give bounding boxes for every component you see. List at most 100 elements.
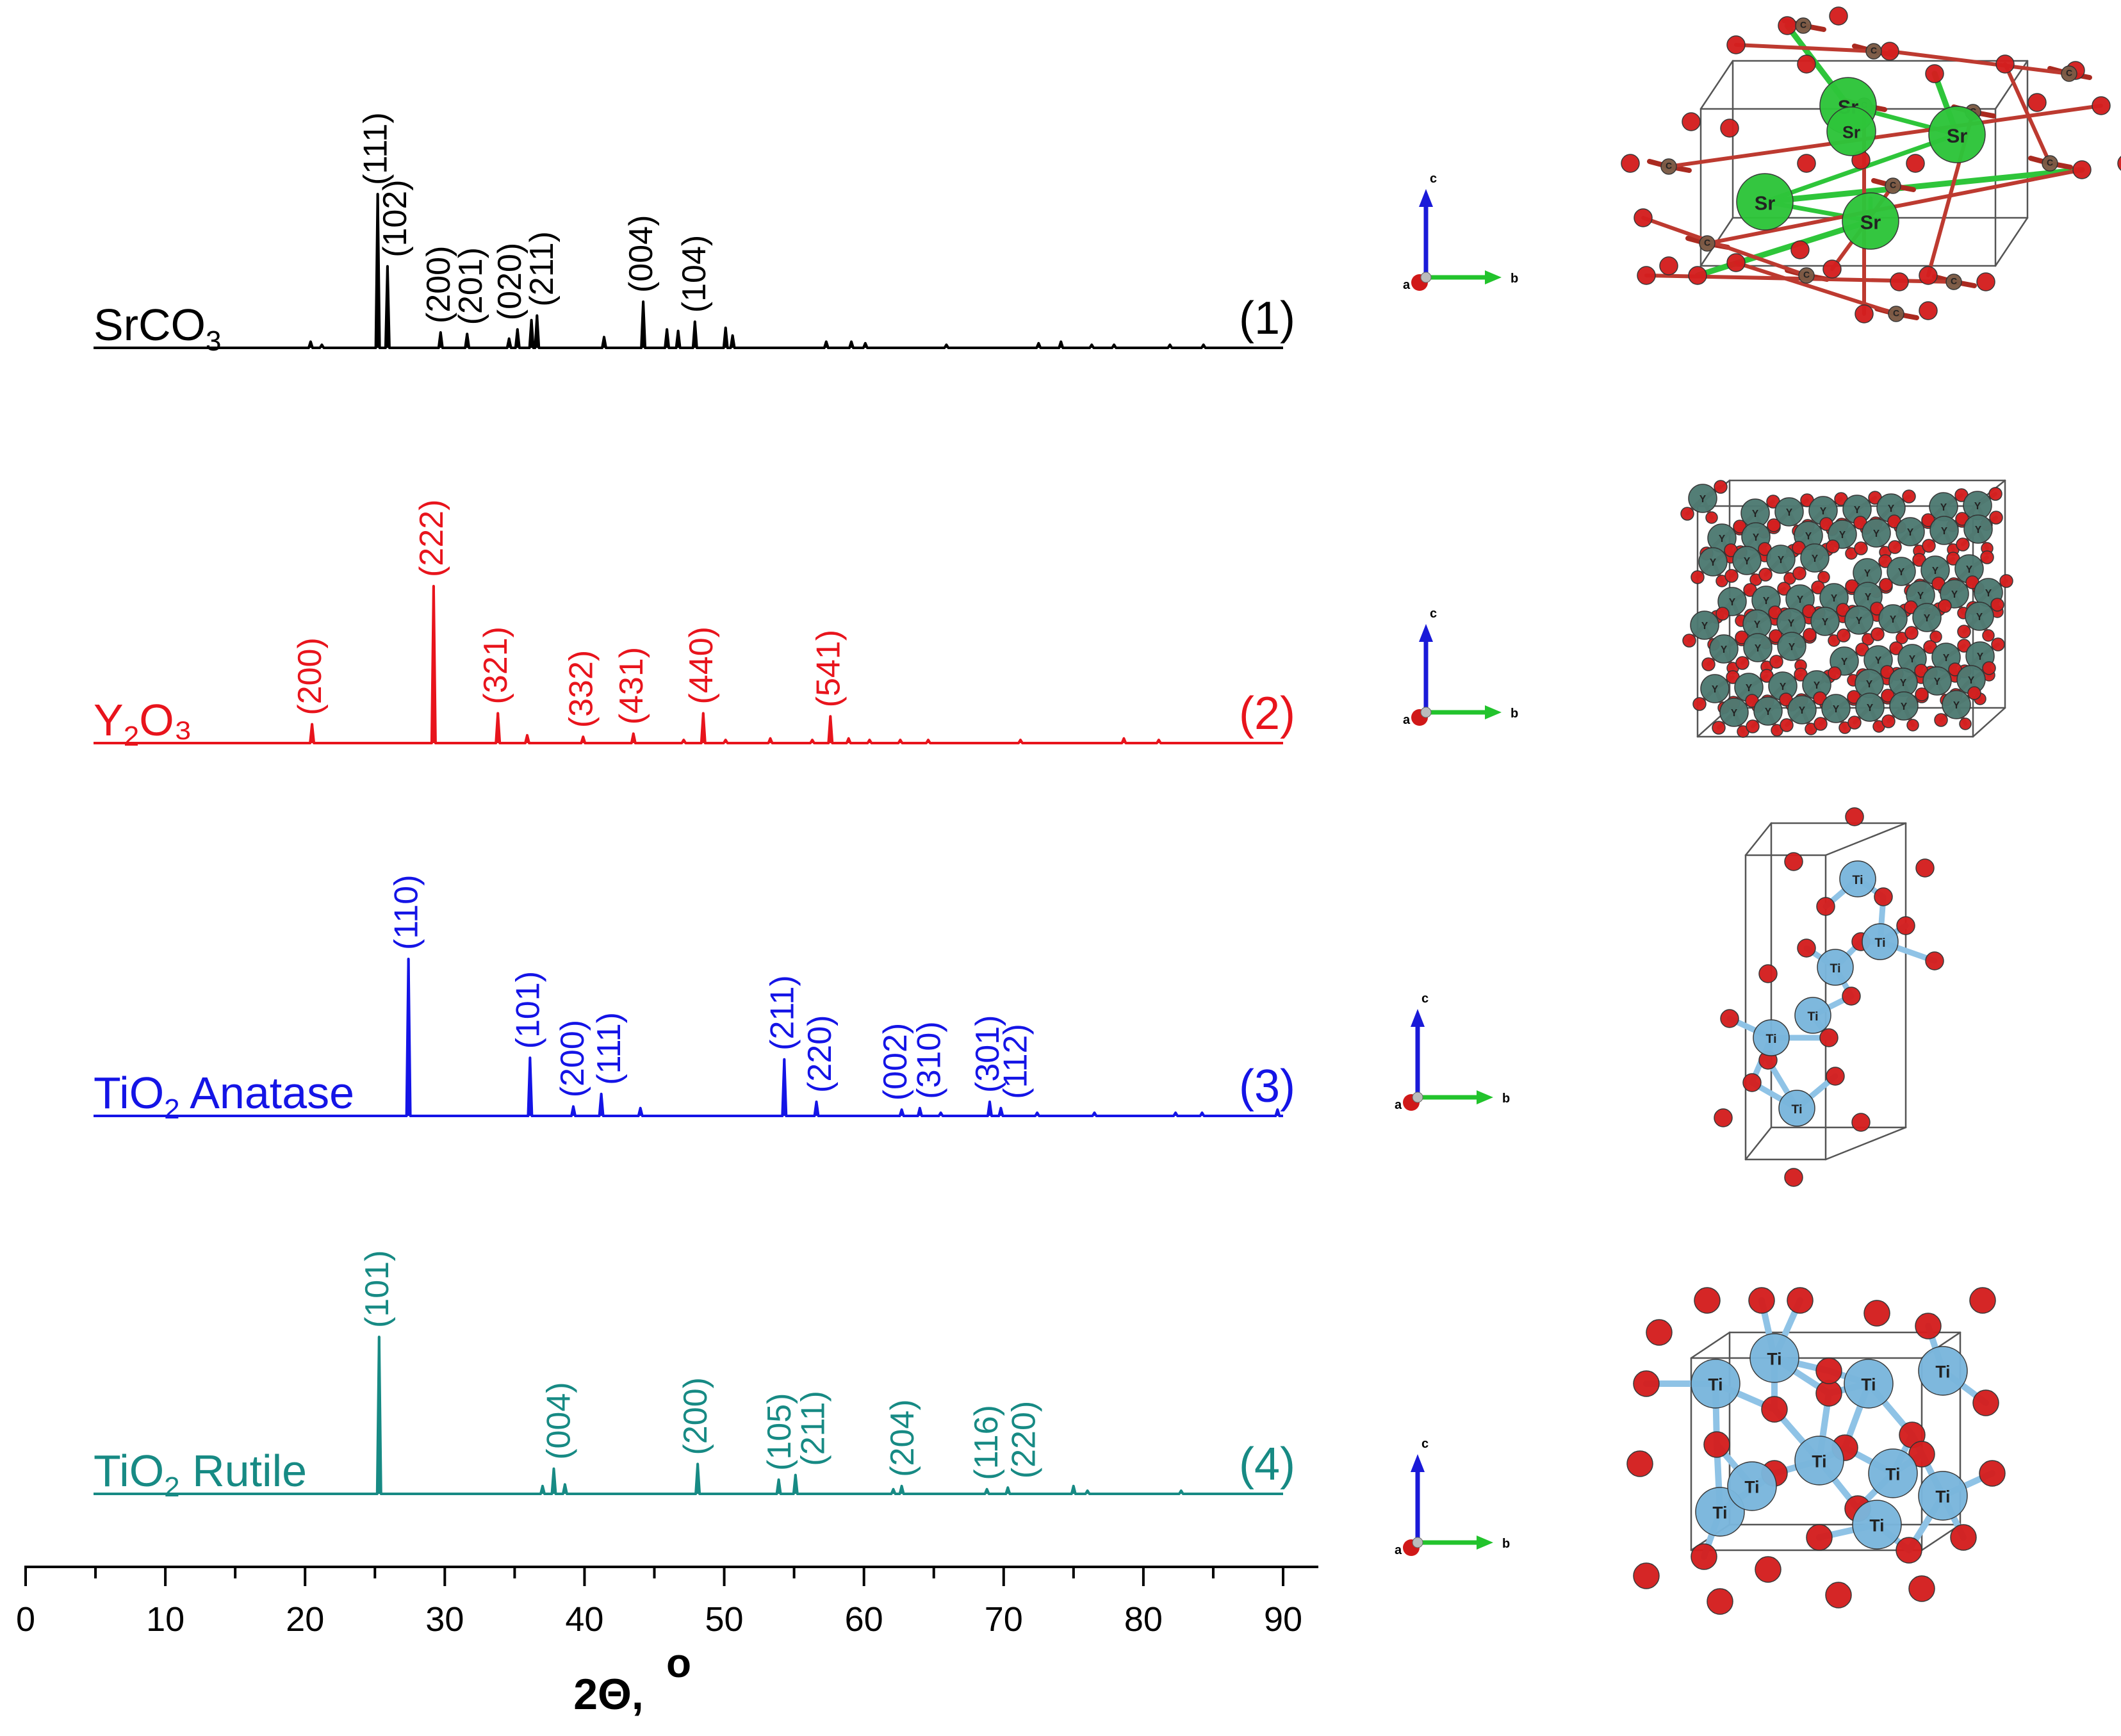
phase-name-1: SrCO3: [94, 300, 221, 357]
y2o3-y-atom-59: [1821, 694, 1851, 723]
axis-triad-b-arrow-4: [1477, 1535, 1493, 1550]
srco3-bond-sr-3: [1694, 218, 1874, 279]
y2o3-y-atom-62-label: Y: [1953, 700, 1960, 711]
srco3-carbon-2-label: C: [2066, 67, 2072, 78]
anatase-oxygen-12: [1742, 1073, 1762, 1092]
y2o3-y-atom-28-label: Y: [1865, 592, 1872, 603]
rutile-ti-atom-6: [1918, 1346, 1968, 1396]
anatase-oxygen-6: [1797, 938, 1816, 958]
srco3-carbon-7-label: C: [1951, 275, 1957, 286]
peak-label-3-5: (211): [764, 975, 801, 1051]
srco3-carbon-1-label: C: [1871, 45, 1877, 55]
rutile-ti-atom-2-label: Ti: [1812, 1452, 1826, 1471]
y2o3-y-atom-22-label: Y: [1932, 566, 1939, 577]
y2o3-oxygen-b-41: [1735, 656, 1749, 670]
srco3-carbon-4-label: C: [1666, 160, 1672, 170]
y2o3-y-atom-15: [1963, 514, 1993, 544]
y2o3-oxygen-a-9: [1767, 518, 1781, 532]
y2o3-y-atom-16: [1698, 547, 1728, 577]
y2o3-y-atom-56-label: Y: [1731, 708, 1738, 719]
series-4: (101) (004) (200) (105)(211) (204) (116) (220)…: [94, 1250, 1295, 1503]
anatase-oxygen-14: [1714, 1108, 1733, 1127]
y2o3-y-atom-40: [1709, 634, 1739, 664]
axis-triad-c-arrow-1: [1419, 189, 1433, 207]
y2o3-y-atom-31-label: Y: [1985, 588, 1992, 599]
srco3-carbon-0: [1795, 17, 1812, 34]
srco3-oxygen-26: [1797, 154, 1816, 173]
series-number-2: (2): [1239, 688, 1295, 739]
axis-triad-c-label-3: c: [1421, 992, 1429, 1006]
peak-label-3-7: (002): [877, 1023, 914, 1101]
y2o3-oxygen-b-62: [1934, 713, 1948, 727]
rutile-oxygen-12: [1972, 1389, 1999, 1416]
srco3-oxygen-13: [1659, 256, 1678, 275]
srco3-oxygen-10: [2072, 160, 2092, 179]
srco3-carbon-6-label: C: [1803, 269, 1810, 279]
peak-label-1-2: (102): [377, 179, 414, 257]
y2o3-y-atom-35-label: Y: [1822, 617, 1829, 628]
peak-label-3-9: (301): [969, 1015, 1006, 1093]
srco3-bond-co-c-8: [1734, 261, 1898, 316]
anatase-ti-atom-5-label: Ti: [1791, 1102, 1802, 1117]
anatase-ti-atom-2: [1817, 949, 1854, 986]
anatase-ti-atom-1-label: Ti: [1874, 936, 1885, 950]
axis-triad-c-label-4: c: [1421, 1437, 1429, 1451]
y2o3-y-atom-39-label: Y: [1976, 612, 1983, 623]
y2o3-y-atom-34-label: Y: [1788, 618, 1795, 629]
y2o3-oxygen-b-38: [1904, 626, 1919, 640]
y2o3-oxygen-c-39: [1982, 629, 1995, 642]
axis-triad-a-label-4: a: [1395, 1543, 1402, 1557]
srco3-bond-co-c-2: [1888, 49, 2071, 76]
rutile-oxygen-21: [1755, 1556, 1781, 1583]
srco3-carbon-9: [1885, 177, 1901, 194]
axis-triad-origin-4: [1412, 1537, 1423, 1548]
y2o3-y-atom-0-label: Y: [1699, 494, 1707, 505]
srco3-oxygen-19: [1890, 272, 1909, 291]
axis-triad-b-label-4: b: [1502, 1537, 1510, 1551]
structure-srco3: CCCCCCCCCCCCSrSrSrSrSr: [1621, 6, 2121, 323]
phase-name-2: Y2O₃: [94, 695, 192, 752]
rutile-ti-atom-4-label: Ti: [1885, 1465, 1900, 1484]
series-1: (111)(102)(200)(201) (020)(211) (004) (104)…: [94, 112, 1295, 357]
rutile-oxygen-0: [1646, 1319, 1673, 1346]
rutile-ti-atom-9: [1727, 1461, 1777, 1511]
srco3-oxygen-9: [2117, 156, 2121, 171]
y2o3-y-atom-54-label: Y: [1934, 676, 1941, 687]
anatase-oxygen-15: [1784, 1168, 1803, 1187]
axis-triad-c-arrow-2: [1419, 624, 1433, 642]
axis-triad-b-arrow-3: [1477, 1090, 1493, 1104]
anatase-ti-atom-2-label: Ti: [1830, 962, 1840, 976]
anatase-oxygen-10: [1720, 1009, 1739, 1028]
y2o3-y-atom-62: [1942, 690, 1971, 719]
axis-triad-c-label-2: c: [1430, 607, 1437, 621]
anatase-oxygen-4: [1874, 887, 1893, 906]
x-tick-label-2: 20: [286, 1600, 324, 1639]
srco3-carbon-5-label: C: [1704, 237, 1710, 247]
y2o3-y-atom-49-label: Y: [1746, 683, 1753, 694]
y2o3-y-atom-25-label: Y: [1763, 596, 1770, 607]
rutile-ti-atom-1: [1749, 1333, 1799, 1383]
y2o3-y-atom-33-label: Y: [1754, 619, 1761, 630]
y2o3-oxygen-b-36: [1837, 628, 1851, 643]
rutile-oxygen-8: [1761, 1396, 1788, 1423]
y2o3-y-atom-13: [1896, 517, 1925, 546]
srco3-sr-atom-2: [1736, 173, 1794, 231]
y2o3-y-atom-57: [1753, 696, 1783, 726]
axis-triad-b-label-2: b: [1511, 707, 1518, 721]
y2o3-y-atom-35: [1810, 607, 1840, 636]
y2o3-oxygen-b-37: [1871, 627, 1885, 641]
x-tick-label-1: 10: [146, 1600, 184, 1639]
structure-y2o3: Y Y Y Y Y Y Y Y Y Y Y Y Y Y Y Y Y Y Y Y Y Y Y Y Y Y Y Y Y Y Y Y Y Y Y Y Y Y Y Y…: [1680, 479, 2013, 738]
rutile-ti-atom-3-label: Ti: [1712, 1503, 1727, 1523]
y2o3-y-atom-59-label: Y: [1833, 704, 1840, 715]
srco3-sr-atom-2-label: Sr: [1755, 192, 1776, 214]
y2o3-oxygen-b-17: [1724, 569, 1739, 583]
phase-name-3: TiO2 Anatase: [94, 1068, 354, 1125]
y2o3-oxygen-b-14: [1922, 539, 1936, 553]
series-3: (110) (101)(200)(111) (211)(220) (002)(310)…: [94, 874, 1295, 1125]
srco3-oxygen-16: [1726, 253, 1746, 272]
rutile-ti-atom-1-label: Ti: [1767, 1350, 1781, 1369]
y2o3-y-atom-48-label: Y: [1712, 684, 1719, 695]
axis-triad-c-arrow-4: [1411, 1454, 1425, 1472]
rutile-ti-atom-4: [1868, 1448, 1918, 1498]
